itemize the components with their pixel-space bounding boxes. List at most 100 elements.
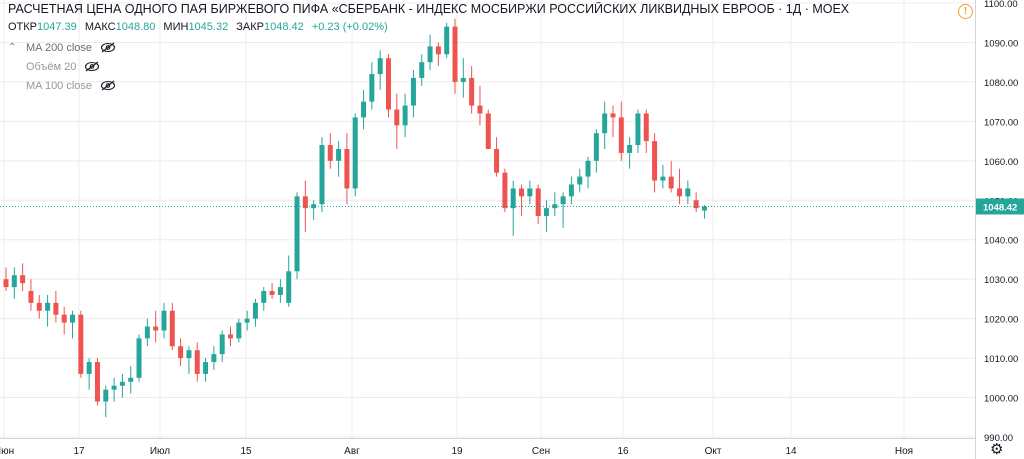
candle-body bbox=[643, 113, 649, 142]
candle-body bbox=[302, 196, 308, 209]
candle-body bbox=[510, 188, 516, 209]
candle-body bbox=[311, 204, 317, 209]
candle-body bbox=[78, 314, 84, 374]
y-tick-label: 1060.00 bbox=[984, 157, 1018, 168]
indicator-legend: ⌃ MA 200 close Объём 20 MA 100 close bbox=[8, 38, 116, 95]
candle-body bbox=[652, 141, 658, 181]
collapse-chevron-icon[interactable]: ⌃ bbox=[8, 42, 17, 53]
y-tick-label: 1100.00 bbox=[984, 0, 1018, 10]
y-tick-label: 990.00 bbox=[984, 433, 1013, 444]
legend-row-ma100[interactable]: MA 100 close bbox=[8, 76, 116, 95]
eye-hidden-icon[interactable] bbox=[100, 80, 116, 91]
candle-body bbox=[53, 302, 59, 315]
candle-body bbox=[602, 113, 608, 134]
gear-icon[interactable]: ⚙ bbox=[990, 441, 1004, 458]
candle-body bbox=[194, 350, 200, 374]
candle-body bbox=[502, 172, 508, 209]
legend-row-volume[interactable]: Объём 20 bbox=[8, 57, 116, 76]
chart-title: РАСЧЕТНАЯ ЦЕНА ОДНОГО ПАЯ БИРЖЕВОГО ПИФА… bbox=[8, 2, 850, 16]
y-tick-label: 1030.00 bbox=[984, 275, 1018, 286]
candle-body bbox=[402, 105, 408, 126]
candle-body bbox=[701, 206, 707, 211]
candle-body bbox=[128, 377, 134, 382]
candle-body bbox=[269, 291, 275, 295]
x-tick-label: Сен bbox=[532, 446, 550, 457]
eye-hidden-icon[interactable] bbox=[100, 42, 116, 53]
candle-body bbox=[286, 271, 292, 303]
candle-body bbox=[568, 184, 574, 197]
y-tick-label: 1020.00 bbox=[984, 315, 1018, 326]
close-value: 1048.42 bbox=[264, 21, 304, 33]
candle-body bbox=[277, 287, 283, 295]
candle-body bbox=[361, 101, 367, 118]
candle-body bbox=[627, 145, 633, 153]
low-label: МИН bbox=[163, 21, 189, 33]
high-value: 1048.80 bbox=[115, 21, 156, 33]
candle-body bbox=[685, 188, 691, 197]
x-tick-label: 17 bbox=[73, 446, 85, 457]
eye-hidden-icon[interactable] bbox=[84, 61, 100, 72]
x-tick-label: 19 bbox=[451, 446, 463, 457]
y-tick-label: 1040.00 bbox=[984, 236, 1018, 247]
legend-label: MA 200 close bbox=[26, 41, 93, 54]
candle-body bbox=[294, 196, 300, 272]
x-tick-label: Ноя bbox=[895, 446, 913, 457]
candle-body bbox=[660, 176, 666, 181]
y-tick-label: 1070.00 bbox=[984, 117, 1018, 128]
candle-body bbox=[45, 302, 51, 311]
candle-body bbox=[477, 105, 483, 114]
candle-body bbox=[394, 109, 400, 126]
candle-body bbox=[203, 362, 209, 374]
candle-body bbox=[435, 46, 441, 55]
y-tick-label: 1010.00 bbox=[984, 354, 1018, 365]
candle-body bbox=[153, 326, 159, 331]
candle-body bbox=[86, 362, 92, 374]
candle-body bbox=[244, 318, 250, 323]
change-value: +0.23 (+0.02%) bbox=[311, 21, 388, 33]
candle-body bbox=[677, 188, 683, 197]
candle-body bbox=[111, 385, 117, 390]
candle-body bbox=[261, 291, 267, 303]
candle-body bbox=[236, 322, 242, 339]
y-tick-label: 1000.00 bbox=[984, 394, 1018, 405]
candle-body bbox=[70, 314, 76, 323]
candle-body bbox=[427, 46, 433, 63]
x-tick-label: Июл bbox=[150, 446, 170, 457]
candle-body bbox=[28, 291, 34, 303]
legend-label: Объём 20 bbox=[26, 60, 77, 73]
candle-body bbox=[410, 77, 416, 106]
candle-body bbox=[527, 188, 533, 197]
candle-body bbox=[444, 26, 450, 55]
candle-body bbox=[136, 338, 142, 378]
candle-body bbox=[94, 362, 100, 402]
x-tick-label: Окт bbox=[705, 446, 722, 457]
candle-body bbox=[560, 196, 566, 205]
x-tick-label: Авг bbox=[344, 446, 360, 457]
candle-body bbox=[336, 148, 342, 161]
candle-body bbox=[3, 279, 9, 288]
warning-icon[interactable]: ! bbox=[958, 4, 973, 19]
x-tick-label: Июн bbox=[0, 446, 14, 457]
close-label: ЗАКР bbox=[236, 21, 264, 33]
open-value: 1047.39 bbox=[37, 21, 77, 33]
candle-body bbox=[494, 148, 500, 173]
candle-body bbox=[452, 26, 458, 82]
candle-body bbox=[103, 389, 109, 402]
y-tick-label: 1080.00 bbox=[984, 78, 1018, 89]
candle-body bbox=[228, 334, 234, 339]
last-price-tag bbox=[976, 198, 1024, 215]
candle-body bbox=[519, 188, 525, 197]
candle-body bbox=[252, 302, 258, 319]
x-tick-label: 14 bbox=[785, 446, 797, 457]
candle-body bbox=[693, 200, 699, 209]
candle-body bbox=[36, 302, 42, 311]
candle-body bbox=[352, 117, 358, 189]
candle-body bbox=[61, 314, 67, 323]
candle-body bbox=[577, 176, 583, 185]
candle-body bbox=[211, 354, 217, 363]
candle-body bbox=[369, 74, 375, 102]
candle-body bbox=[419, 62, 425, 78]
legend-row-ma200[interactable]: ⌃ MA 200 close bbox=[8, 38, 116, 57]
candle-body bbox=[377, 58, 383, 75]
